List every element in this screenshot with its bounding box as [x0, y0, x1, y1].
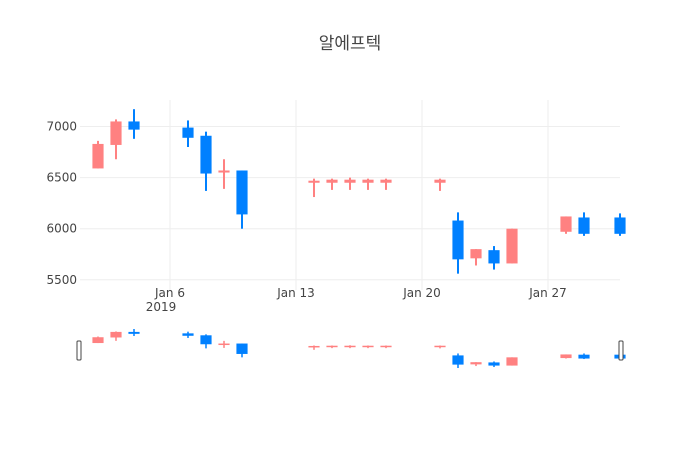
candle-increasing — [560, 216, 572, 234]
slider-candle — [488, 361, 500, 368]
candle-decreasing — [452, 212, 464, 274]
y-tick-label: 6500 — [46, 171, 77, 185]
chart-title: 알에프텍 — [319, 34, 382, 54]
slider-candle-body — [452, 355, 464, 365]
candle-decreasing — [200, 131, 212, 191]
candle-increasing — [380, 178, 392, 190]
slider-candle — [434, 345, 446, 349]
slider-candle-body — [128, 331, 140, 334]
candle-body — [578, 217, 590, 234]
candle-body — [218, 170, 230, 173]
slider-candle — [92, 336, 104, 344]
slider-candle — [506, 357, 518, 366]
slider-candle-body — [380, 345, 392, 348]
candle-increasing — [470, 249, 482, 266]
candle-body — [182, 127, 194, 138]
candle-increasing — [434, 178, 446, 191]
slider-candle-body — [308, 345, 320, 348]
candle-decreasing — [182, 120, 194, 147]
y-tick-label: 6000 — [46, 222, 77, 236]
slider-candle-body — [326, 345, 338, 348]
candle-increasing — [308, 178, 320, 198]
slider-candle-body — [488, 362, 500, 366]
candle-body — [434, 179, 446, 183]
candle-body — [110, 121, 122, 145]
slider-candle-body — [110, 331, 122, 338]
candle-decreasing — [128, 109, 140, 139]
candle-body — [380, 179, 392, 183]
candles — [92, 109, 626, 274]
candle-body — [614, 217, 626, 234]
slider-candle — [110, 331, 122, 341]
x-tick-label: Jan 20 — [402, 286, 441, 300]
gridlines — [80, 100, 620, 290]
slider-candle-body — [92, 337, 104, 344]
candle-body — [452, 220, 464, 260]
candle-increasing — [326, 178, 338, 190]
x-tick-label: Jan 13 — [276, 286, 315, 300]
candle-increasing — [344, 177, 356, 190]
slider-candle — [326, 345, 338, 349]
slider-candle-body — [200, 335, 212, 345]
x-axis-ticks: Jan 6 Jan 13 Jan 20 Jan 27 — [154, 286, 567, 300]
slider-candle-body — [470, 362, 482, 365]
slider-candle-body — [434, 345, 446, 348]
candle-increasing — [218, 159, 230, 189]
slider-candle-body — [344, 345, 356, 348]
candle-decreasing — [614, 213, 626, 236]
x-tick-label: Jan 6 — [154, 286, 185, 300]
candle-body — [92, 143, 104, 169]
candle-body — [326, 179, 338, 183]
candle-body — [506, 228, 518, 264]
y-tick-label: 7000 — [46, 120, 77, 134]
candle-increasing — [506, 228, 518, 264]
y-tick-label: 5500 — [46, 273, 77, 287]
range-slider-left-handle[interactable] — [76, 340, 82, 361]
candle-body — [470, 249, 482, 259]
slider-candle-body — [506, 357, 518, 366]
slider-candle-body — [236, 343, 248, 354]
slider-candle — [578, 353, 590, 360]
slider-candle — [128, 329, 140, 337]
candle-body — [128, 121, 140, 130]
candle-body — [200, 135, 212, 174]
slider-candle-body — [218, 343, 230, 346]
candle-body — [560, 216, 572, 232]
range-slider[interactable] — [76, 329, 626, 368]
x-tick-label: Jan 27 — [528, 286, 567, 300]
slider-candle — [218, 340, 230, 348]
candle-body — [488, 250, 500, 264]
range-slider-right-handle[interactable] — [618, 340, 624, 361]
slider-candle — [560, 354, 572, 359]
candle-increasing — [362, 178, 374, 190]
slider-candle-body — [182, 333, 194, 336]
candle-increasing — [110, 119, 122, 160]
candle-body — [362, 179, 374, 183]
y-axis-ticks: 5500 6000 6500 7000 — [46, 120, 77, 287]
candle-body — [236, 170, 248, 215]
slider-candle — [452, 353, 464, 368]
slider-candle-body — [560, 354, 572, 359]
slider-candle — [344, 345, 356, 349]
slider-candle-body — [362, 345, 374, 348]
x-axis-year-label: 2019 — [146, 300, 177, 314]
slider-candle — [236, 343, 248, 358]
candle-decreasing — [236, 170, 248, 229]
slider-candle — [182, 331, 194, 338]
candle-decreasing — [578, 212, 590, 236]
candle-body — [308, 180, 320, 183]
candle-increasing — [92, 140, 104, 169]
slider-candle — [200, 334, 212, 349]
slider-candle — [380, 345, 392, 349]
candle-decreasing — [488, 246, 500, 270]
slider-candle — [308, 345, 320, 350]
slider-candle — [362, 345, 374, 349]
slider-candle — [470, 362, 482, 367]
candle-body — [344, 179, 356, 183]
slider-candle-body — [578, 354, 590, 359]
